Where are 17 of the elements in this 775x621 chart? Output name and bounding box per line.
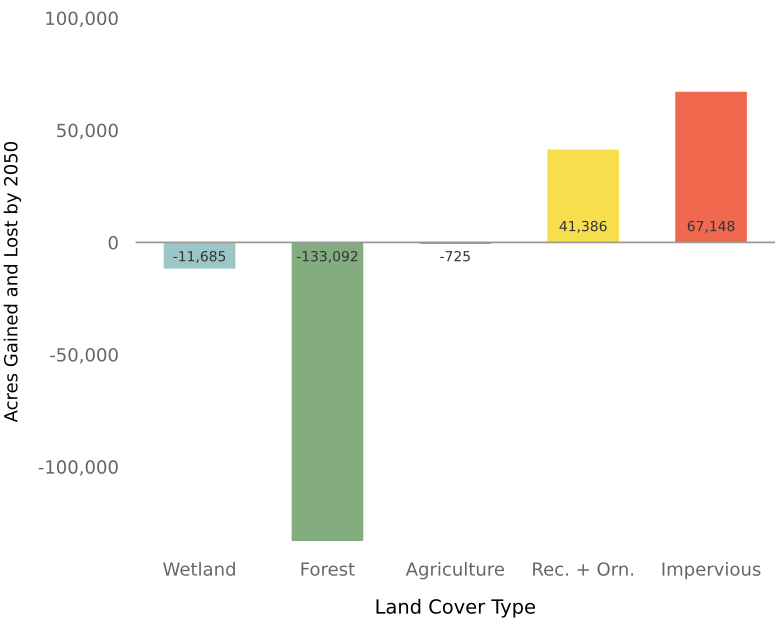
x-tick-label: Forest: [302, 562, 355, 576]
data-label: -133,092: [296, 250, 358, 263]
data-label: -725: [440, 250, 470, 262]
y-tick-label: 100,000: [46, 11, 118, 27]
x-tick-label: Impervious: [662, 562, 760, 580]
x-tick-label: Wetland: [163, 562, 235, 576]
x-axis-title: Land Cover Type: [376, 598, 535, 618]
data-label: -11,685: [173, 250, 226, 263]
y-axis-title: Acres Gained and Lost by 2050: [4, 142, 22, 422]
x-tick-label: Rec. + Orn.: [533, 562, 634, 576]
y-tick-label: -50,000: [50, 348, 118, 364]
y-tick-label: 0: [108, 236, 118, 250]
y-tick-label: -100,000: [38, 460, 118, 476]
x-tick-label: Agriculture: [406, 562, 504, 580]
data-label: 41,386: [560, 220, 607, 233]
y-tick-label: 50,000: [57, 124, 118, 140]
data-label: 67,148: [688, 220, 734, 233]
